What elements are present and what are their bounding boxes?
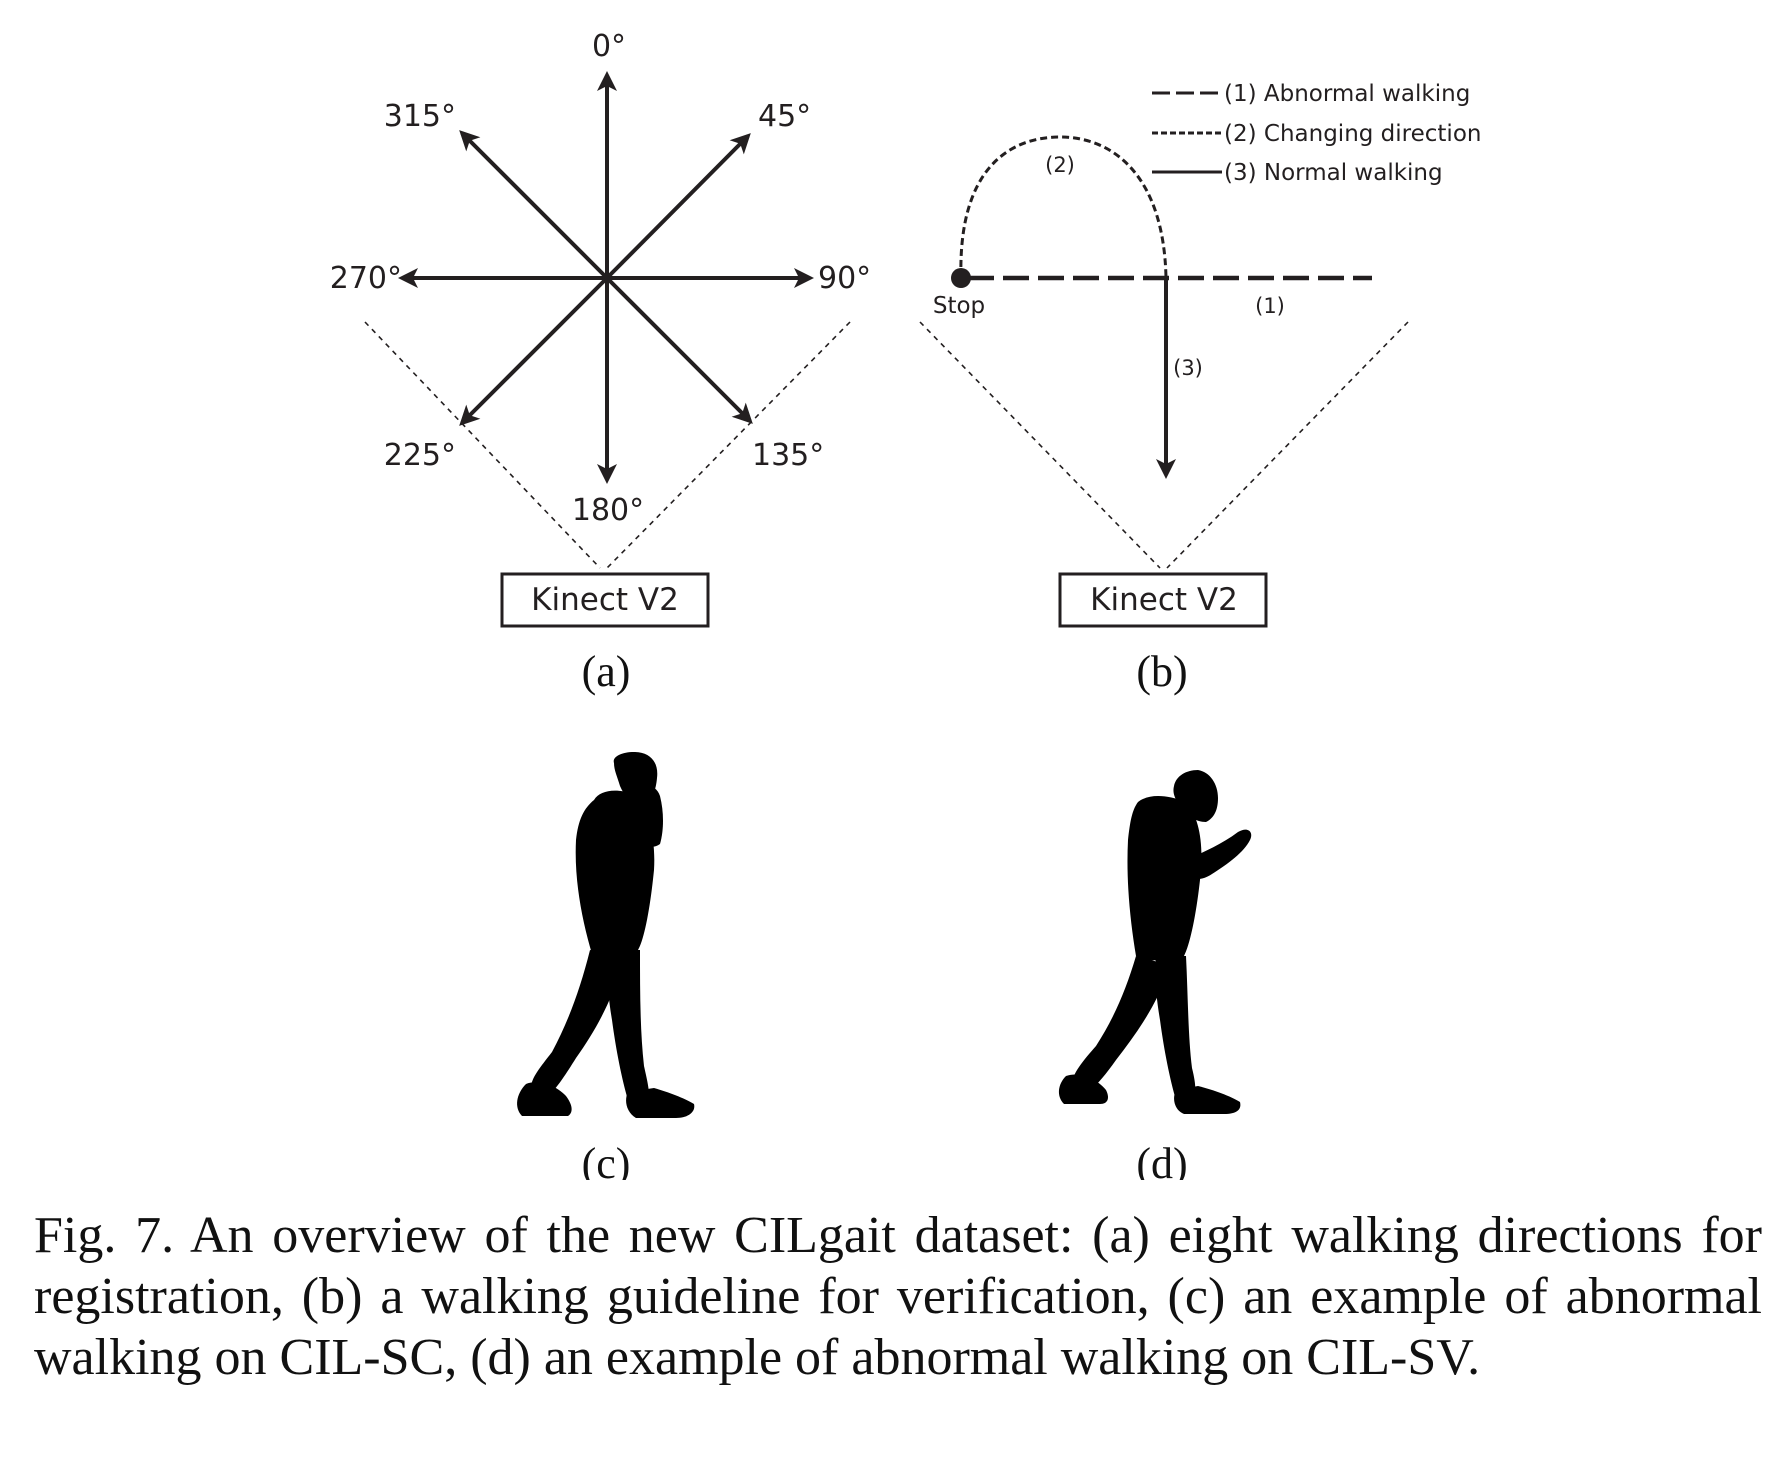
fov-line-right bbox=[606, 321, 851, 569]
path-label-changing: (2) bbox=[1045, 153, 1075, 177]
direction-label-225: 225° bbox=[384, 438, 456, 473]
kinect-box-a bbox=[500, 572, 710, 628]
direction-label-90: 90° bbox=[818, 261, 871, 296]
figure-7: 0° 45° 90° 135° 180° 225° 270° 315° Kine… bbox=[330, 29, 1482, 1180]
fov-line-left bbox=[364, 321, 601, 569]
kinect-label-a: Kinect V2 bbox=[531, 582, 679, 618]
legend-label-changing: (2) Changing direction bbox=[1224, 121, 1481, 147]
legend-label-abnormal: (1) Abnormal walking bbox=[1224, 81, 1470, 107]
direction-label-45: 45° bbox=[758, 99, 811, 134]
path-label-abnormal: (1) bbox=[1255, 294, 1285, 318]
legend-label-normal: (3) Normal walking bbox=[1224, 160, 1443, 186]
silhouette-phone-call bbox=[517, 752, 695, 1118]
arrow-45 bbox=[605, 133, 751, 280]
sub-label-d: (d) bbox=[1136, 1139, 1187, 1180]
sub-label-c: (c) bbox=[582, 1139, 631, 1180]
path-label-stop: Stop bbox=[933, 293, 985, 319]
panel-a-direction-diagram: 0° 45° 90° 135° 180° 225° 270° 315° Kine… bbox=[330, 29, 871, 628]
path-changing-direction bbox=[959, 135, 1168, 279]
path-label-normal: (3) bbox=[1173, 356, 1203, 380]
direction-label-135: 135° bbox=[752, 438, 824, 473]
direction-label-0: 0° bbox=[592, 29, 626, 64]
fov-line-right-b bbox=[1166, 321, 1409, 569]
direction-label-270: 270° bbox=[330, 261, 402, 296]
sub-label-a: (a) bbox=[582, 647, 631, 696]
direction-label-315: 315° bbox=[384, 99, 456, 134]
arrow-225 bbox=[459, 276, 609, 426]
kinect-box-b bbox=[1058, 572, 1268, 628]
arrow-135 bbox=[605, 276, 753, 424]
kinect-label-b: Kinect V2 bbox=[1090, 582, 1238, 618]
fov-line-left-b bbox=[919, 321, 1161, 569]
direction-label-180: 180° bbox=[572, 493, 644, 528]
sub-label-b: (b) bbox=[1136, 647, 1187, 696]
silhouette-texting bbox=[1058, 770, 1252, 1114]
stop-point bbox=[951, 268, 971, 288]
panel-b-walking-guideline: (1) Abnormal walking (2) Changing direct… bbox=[919, 81, 1481, 628]
figure-caption: Fig. 7. An overview of the new CILgait d… bbox=[34, 1207, 1762, 1386]
arrow-315 bbox=[459, 130, 609, 280]
